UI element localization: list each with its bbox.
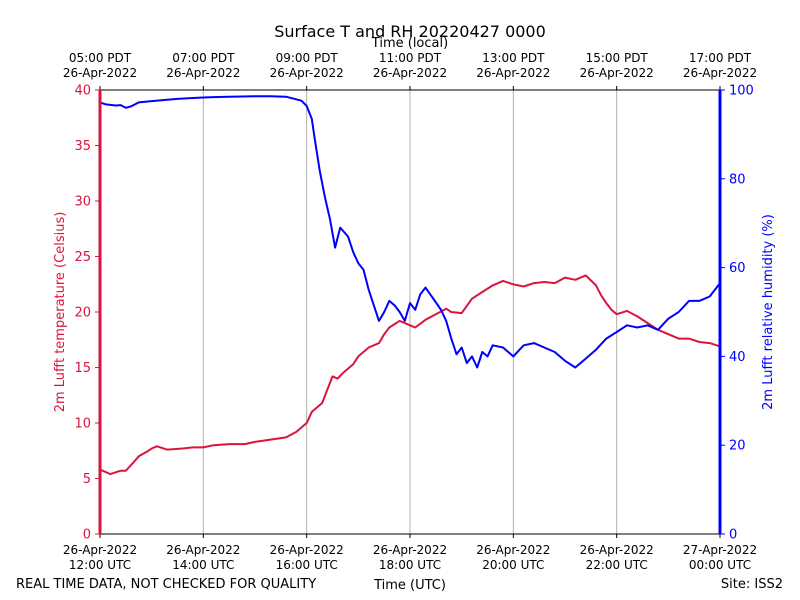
y-tick-label-right: 100 [729, 84, 754, 99]
x-tick-label-utc-date: 26-Apr-2022 [373, 543, 447, 557]
y-tick-label-left: 25 [74, 250, 91, 265]
footer-site: Site: ISS2 [721, 577, 783, 592]
left-axis-label: 2m Lufft temperature (Celsius) [53, 212, 68, 413]
y-tick-label-left: 0 [83, 528, 91, 543]
x-tick-label-utc-time: 00:00 UTC [689, 558, 751, 572]
temperature-line [99, 274, 721, 476]
x-tick-label-local-date: 26-Apr-2022 [580, 66, 654, 80]
x-tick-label-local-date: 26-Apr-2022 [63, 66, 137, 80]
bottom-axis-title: Time (UTC) [373, 578, 446, 593]
y-tick-label-right: 0 [729, 528, 737, 543]
x-tick-label-utc-time: 20:00 UTC [482, 558, 544, 572]
x-tick-label-local-date: 26-Apr-2022 [270, 66, 344, 80]
y-tick-label-left: 35 [74, 139, 91, 154]
chart-title: Surface T and RH 20220427 0000 [274, 22, 546, 41]
x-tick-label-local-time: 05:00 PDT [69, 51, 132, 65]
x-tick-label-utc-date: 26-Apr-2022 [166, 543, 240, 557]
footer-quality-note: REAL TIME DATA, NOT CHECKED FOR QUALITY [16, 577, 316, 592]
x-tick-label-local-time: 17:00 PDT [689, 51, 752, 65]
x-tick-label-local-time: 11:00 PDT [379, 51, 442, 65]
y-tick-label-left: 10 [74, 417, 91, 432]
x-tick-label-local-date: 26-Apr-2022 [373, 66, 447, 80]
x-tick-label-local-date: 26-Apr-2022 [166, 66, 240, 80]
x-tick-label-local-time: 15:00 PDT [586, 51, 649, 65]
y-tick-label-left: 30 [74, 195, 91, 210]
x-tick-label-local-time: 09:00 PDT [276, 51, 339, 65]
x-tick-label-utc-date: 26-Apr-2022 [270, 543, 344, 557]
y-tick-label-right: 40 [729, 350, 746, 365]
gridlines [202, 90, 618, 534]
series-layer [99, 95, 721, 476]
y-tick-label-right: 20 [729, 439, 746, 454]
x-tick-label-utc-time: 16:00 UTC [276, 558, 338, 572]
right-axis-label: 2m Lufft relative humidity (%) [761, 214, 776, 410]
y-tick-label-left: 5 [83, 472, 91, 487]
x-tick-label-local-time: 13:00 PDT [482, 51, 545, 65]
x-tick-label-local-date: 26-Apr-2022 [476, 66, 550, 80]
x-tick-label-utc-date: 27-Apr-2022 [683, 543, 757, 557]
y-tick-label-right: 60 [729, 261, 746, 276]
x-tick-label-utc-time: 18:00 UTC [379, 558, 441, 572]
y-tick-label-left: 15 [74, 361, 91, 376]
x-tick-label-utc-date: 26-Apr-2022 [580, 543, 654, 557]
x-tick-label-utc-time: 14:00 UTC [172, 558, 234, 572]
y-tick-label-right: 80 [729, 172, 746, 187]
x-tick-label-local-date: 26-Apr-2022 [683, 66, 757, 80]
humidity-line [99, 95, 721, 369]
x-tick-label-utc-date: 26-Apr-2022 [63, 543, 137, 557]
x-tick-label-utc-date: 26-Apr-2022 [476, 543, 550, 557]
y-tick-label-left: 40 [74, 84, 91, 99]
x-tick-label-utc-time: 12:00 UTC [69, 558, 131, 572]
top-axis-title: Time (local) [371, 36, 448, 51]
x-tick-label-local-time: 07:00 PDT [172, 51, 235, 65]
x-tick-label-utc-time: 22:00 UTC [586, 558, 648, 572]
y-tick-label-left: 20 [74, 306, 91, 321]
